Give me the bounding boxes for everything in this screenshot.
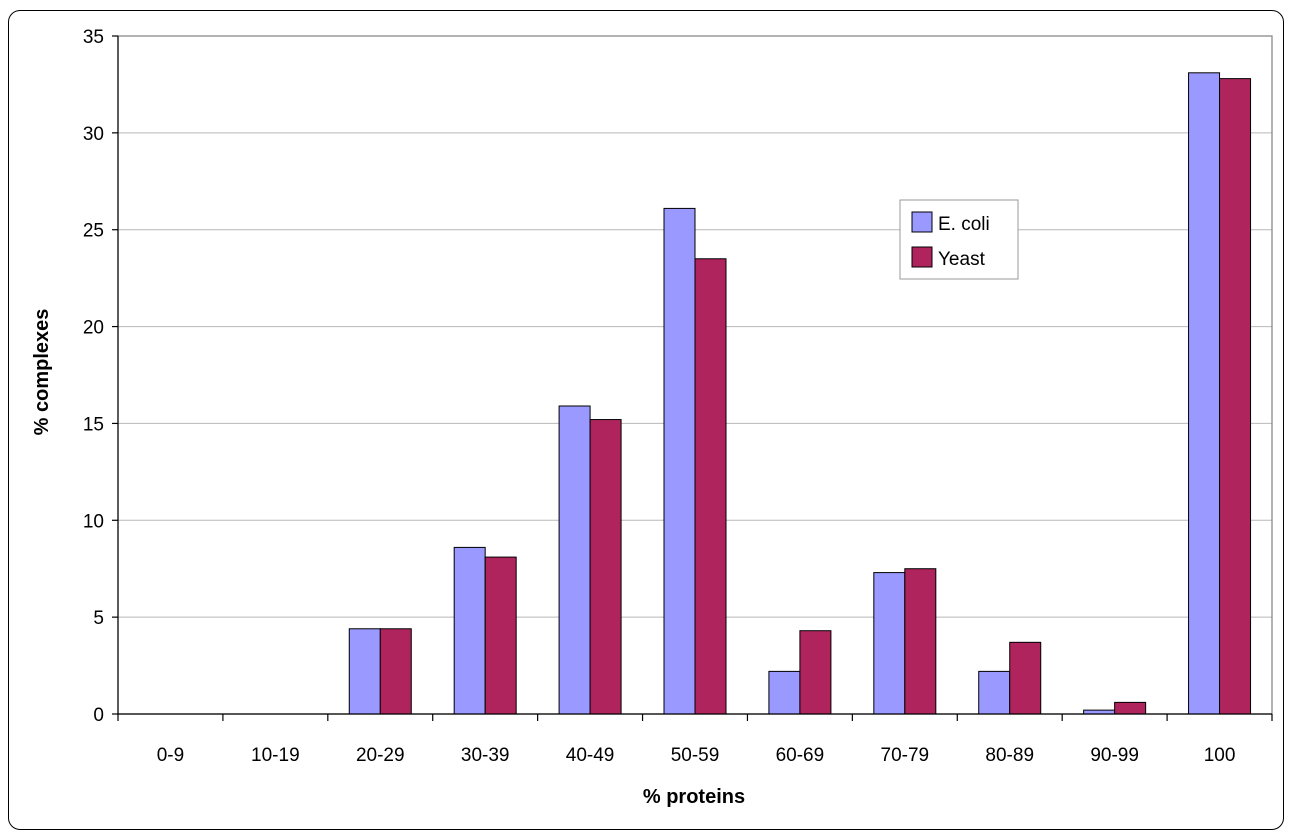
bar-yeast-90-99 bbox=[1114, 701, 1147, 715]
x-tick-label: 80-89 bbox=[985, 745, 1034, 766]
bar-e-coli-40-49 bbox=[558, 405, 591, 715]
bar-e-coli-20-29 bbox=[348, 628, 381, 715]
x-tick-label: 10-19 bbox=[251, 745, 300, 766]
x-tick-label: 100 bbox=[1204, 745, 1236, 766]
x-tick-label: 30-39 bbox=[461, 745, 510, 766]
x-tick-label: 70-79 bbox=[881, 745, 930, 766]
bar-e-coli-70-79 bbox=[873, 572, 906, 715]
bar-e-coli-30-39 bbox=[453, 546, 486, 715]
y-axis-title: % complexes bbox=[31, 309, 53, 436]
y-tick-label: 5 bbox=[93, 608, 104, 629]
bar-e-coli-100 bbox=[1188, 72, 1221, 715]
bar-e-coli-50-59 bbox=[663, 207, 696, 715]
x-tick-label: 0-9 bbox=[157, 745, 184, 766]
x-tick-label: 20-29 bbox=[356, 745, 405, 766]
legend: E. coli Yeast bbox=[899, 199, 1019, 280]
bar-yeast-100 bbox=[1219, 78, 1252, 715]
x-axis-title: % proteins bbox=[643, 786, 745, 808]
bar-yeast-70-79 bbox=[904, 568, 937, 715]
y-tick-label: 0 bbox=[93, 705, 104, 726]
bar-yeast-50-59 bbox=[694, 258, 727, 715]
bar-yeast-80-89 bbox=[1009, 641, 1042, 715]
bar-chart: 0 5 10 15 20 25 30 35 0-9 10-19 20-29 30-39 40-49 50… bbox=[31, 27, 1273, 808]
y-axis-ticks: 0 5 10 15 20 25 30 35 bbox=[83, 27, 118, 726]
x-axis-ticks: 0-9 10-19 20-29 30-39 40-49 50-59 60-69 70-79 80… bbox=[117, 714, 1273, 766]
y-tick-label: 30 bbox=[83, 124, 104, 145]
legend-label: E. coli bbox=[938, 214, 990, 235]
y-tick-label: 10 bbox=[83, 511, 104, 532]
chart-frame bbox=[8, 10, 1284, 830]
legend-label: Yeast bbox=[938, 249, 986, 270]
legend-swatch bbox=[911, 246, 933, 268]
x-tick-label: 40-49 bbox=[566, 745, 615, 766]
x-tick-label: 50-59 bbox=[671, 745, 720, 766]
x-tick-label: 60-69 bbox=[776, 745, 825, 766]
bar-yeast-40-49 bbox=[589, 419, 622, 715]
x-tick-label: 90-99 bbox=[1090, 745, 1139, 766]
y-tick-label: 35 bbox=[83, 27, 104, 48]
bar-yeast-30-39 bbox=[484, 556, 517, 715]
bar-e-coli-80-89 bbox=[978, 670, 1011, 715]
bar-e-coli-60-69 bbox=[768, 670, 801, 715]
bar-yeast-60-69 bbox=[799, 630, 832, 715]
y-tick-label: 15 bbox=[83, 414, 104, 435]
y-tick-label: 20 bbox=[83, 318, 104, 339]
bars bbox=[348, 72, 1252, 715]
legend-swatch bbox=[911, 211, 933, 233]
bar-yeast-20-29 bbox=[379, 628, 412, 715]
y-tick-label: 25 bbox=[83, 221, 104, 242]
